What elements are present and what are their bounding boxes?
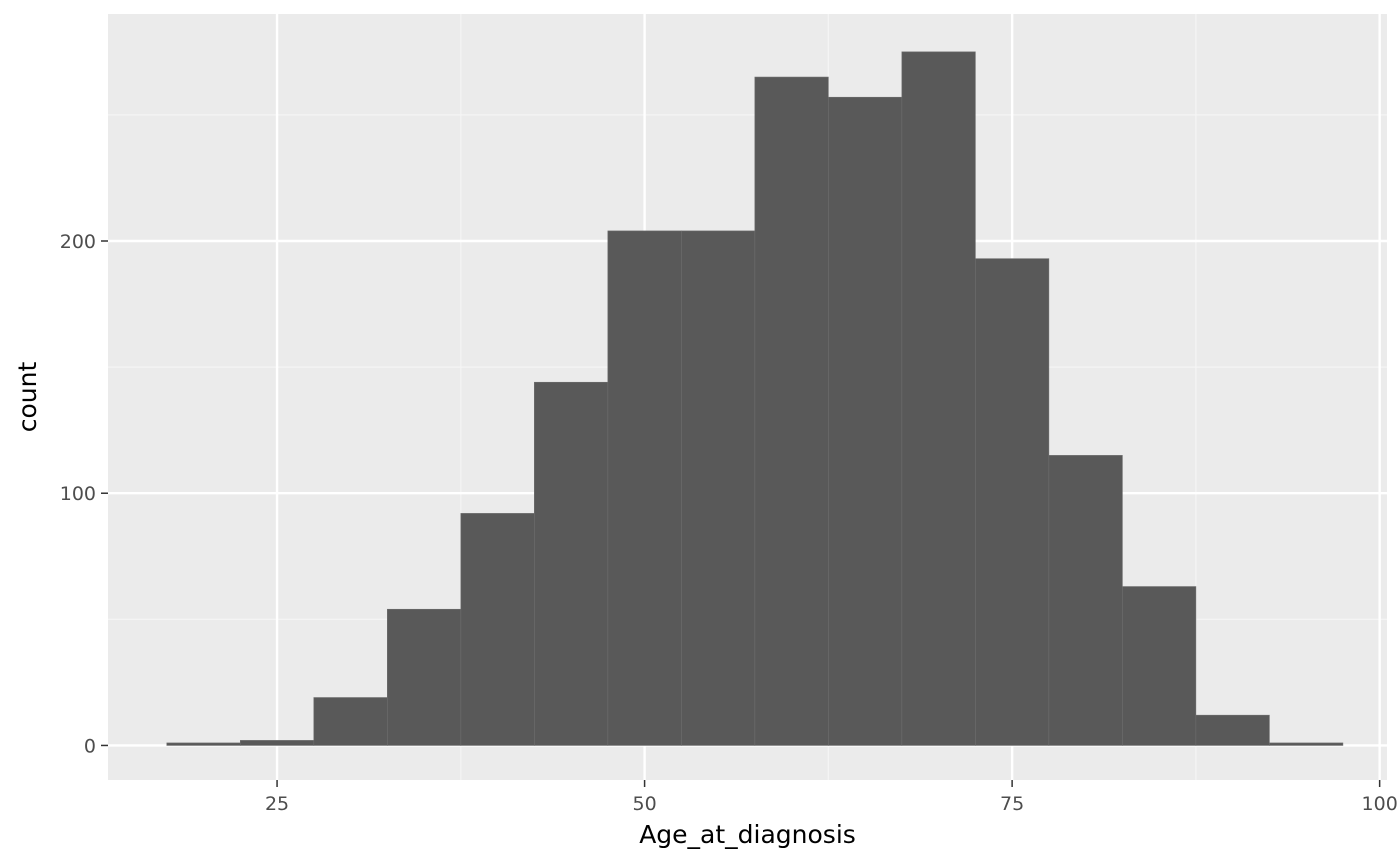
histogram-bar [828, 96, 903, 746]
x-tick-label: 100 [1362, 793, 1398, 815]
y-tick-label: 200 [60, 231, 96, 253]
histogram-bar [754, 76, 829, 746]
histogram-bar [166, 742, 241, 746]
histogram-bar [534, 381, 609, 746]
histogram-bar [1269, 742, 1344, 746]
x-tick-label: 50 [632, 793, 656, 815]
y-axis-title: count [13, 362, 42, 433]
histogram-bar [1122, 586, 1197, 746]
histogram-bars [166, 51, 1344, 746]
x-tick-label: 25 [265, 793, 289, 815]
histogram-bar [975, 258, 1050, 746]
histogram-bar [313, 697, 388, 746]
y-tick-label: 100 [60, 483, 96, 505]
histogram-bar [1195, 714, 1270, 746]
histogram-bar [387, 608, 462, 746]
histogram-bar [1048, 455, 1123, 746]
y-tick-label: 0 [84, 735, 96, 757]
histogram-bar [681, 230, 756, 746]
y-axis-ticks: 0 100 200 [60, 231, 108, 757]
histogram-bar [240, 740, 315, 746]
histogram-bar [901, 51, 976, 746]
histogram-bar [607, 230, 682, 746]
histogram-bar [460, 513, 535, 746]
x-tick-label: 75 [1000, 793, 1024, 815]
x-axis-title: Age_at_diagnosis [639, 820, 856, 849]
x-axis-ticks: 25 50 75 100 [265, 780, 1398, 815]
